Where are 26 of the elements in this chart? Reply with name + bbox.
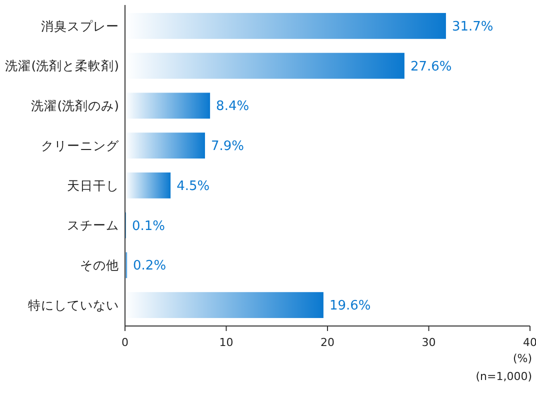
text: (n=1,000)	[476, 370, 532, 383]
x-tick-label: 40	[523, 336, 536, 349]
y-tick-label: 洗濯(洗剤のみ)	[31, 98, 119, 114]
bar	[125, 92, 210, 119]
x-tick-label: 20	[320, 336, 334, 349]
y-tick-label: 洗濯(洗剤と柔軟剤)	[5, 58, 119, 74]
bar	[125, 132, 205, 159]
data-label: 4.5%	[176, 178, 210, 194]
data-label: 7.9%	[210, 139, 244, 154]
y-tick-label: クリーニング	[41, 138, 120, 153]
data-label: 31.7%	[452, 19, 494, 34]
x-tick-label: 0	[122, 336, 128, 349]
data-label: 27.6%	[410, 59, 452, 74]
bar	[125, 172, 171, 198]
data-label: 0.2%	[133, 258, 166, 274]
data-label: 19.6%	[329, 298, 371, 314]
y-tick-label: 特にしていない	[28, 297, 119, 312]
x-tick-label: 10	[219, 336, 234, 349]
data-label: 8.4%	[216, 99, 250, 114]
x-axis-title: (%)	[512, 352, 532, 365]
x-tick-label: 30	[422, 336, 436, 349]
y-tick-label: 消臭スプレー	[41, 18, 119, 34]
y-tick-label: 天日干し	[67, 178, 119, 193]
y-tick-label: スチーム	[67, 218, 119, 233]
y-tick-label: その他	[80, 258, 119, 273]
data-label: 0.1%	[132, 218, 166, 234]
